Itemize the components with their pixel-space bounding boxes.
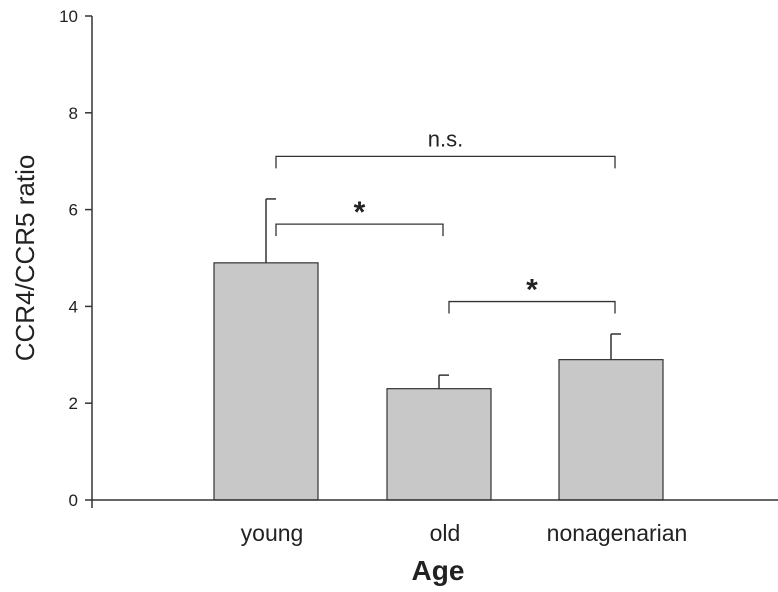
- x-labels-layer: young old nonagenarian: [241, 520, 688, 546]
- error-bars-layer: [265, 198, 621, 389]
- y-tick-label-2: 2: [69, 394, 78, 413]
- y-ticks-layer: 0 2 4 6 8 10: [59, 7, 93, 510]
- x-axis-title: Age: [412, 555, 465, 586]
- x-tick-label-young: young: [241, 520, 304, 546]
- y-tick-label-10: 10: [59, 7, 78, 26]
- significance-bracket-2: [448, 300, 616, 314]
- significance-label-2: *: [526, 274, 538, 307]
- significance-bracket-0: [275, 155, 616, 169]
- significance-layer: n.s. * *: [275, 126, 616, 314]
- y-tick-label-0: 0: [69, 491, 78, 510]
- x-tick-label-old: old: [430, 520, 461, 546]
- bar-old: [386, 388, 492, 501]
- bar-young: [213, 262, 319, 501]
- significance-bracket-1: [275, 223, 444, 237]
- x-tick-label-nonagenarian: nonagenarian: [547, 520, 688, 546]
- y-axis-title: CCR4/CCR5 ratio: [10, 155, 40, 362]
- bar-nonagenarian: [558, 359, 664, 501]
- y-tick-label-4: 4: [69, 297, 78, 316]
- y-tick-label-8: 8: [69, 104, 78, 123]
- significance-label-0: n.s.: [428, 126, 463, 151]
- axes-layer: [91, 16, 778, 501]
- significance-label-1: *: [354, 196, 366, 229]
- y-tick-label-6: 6: [69, 201, 78, 220]
